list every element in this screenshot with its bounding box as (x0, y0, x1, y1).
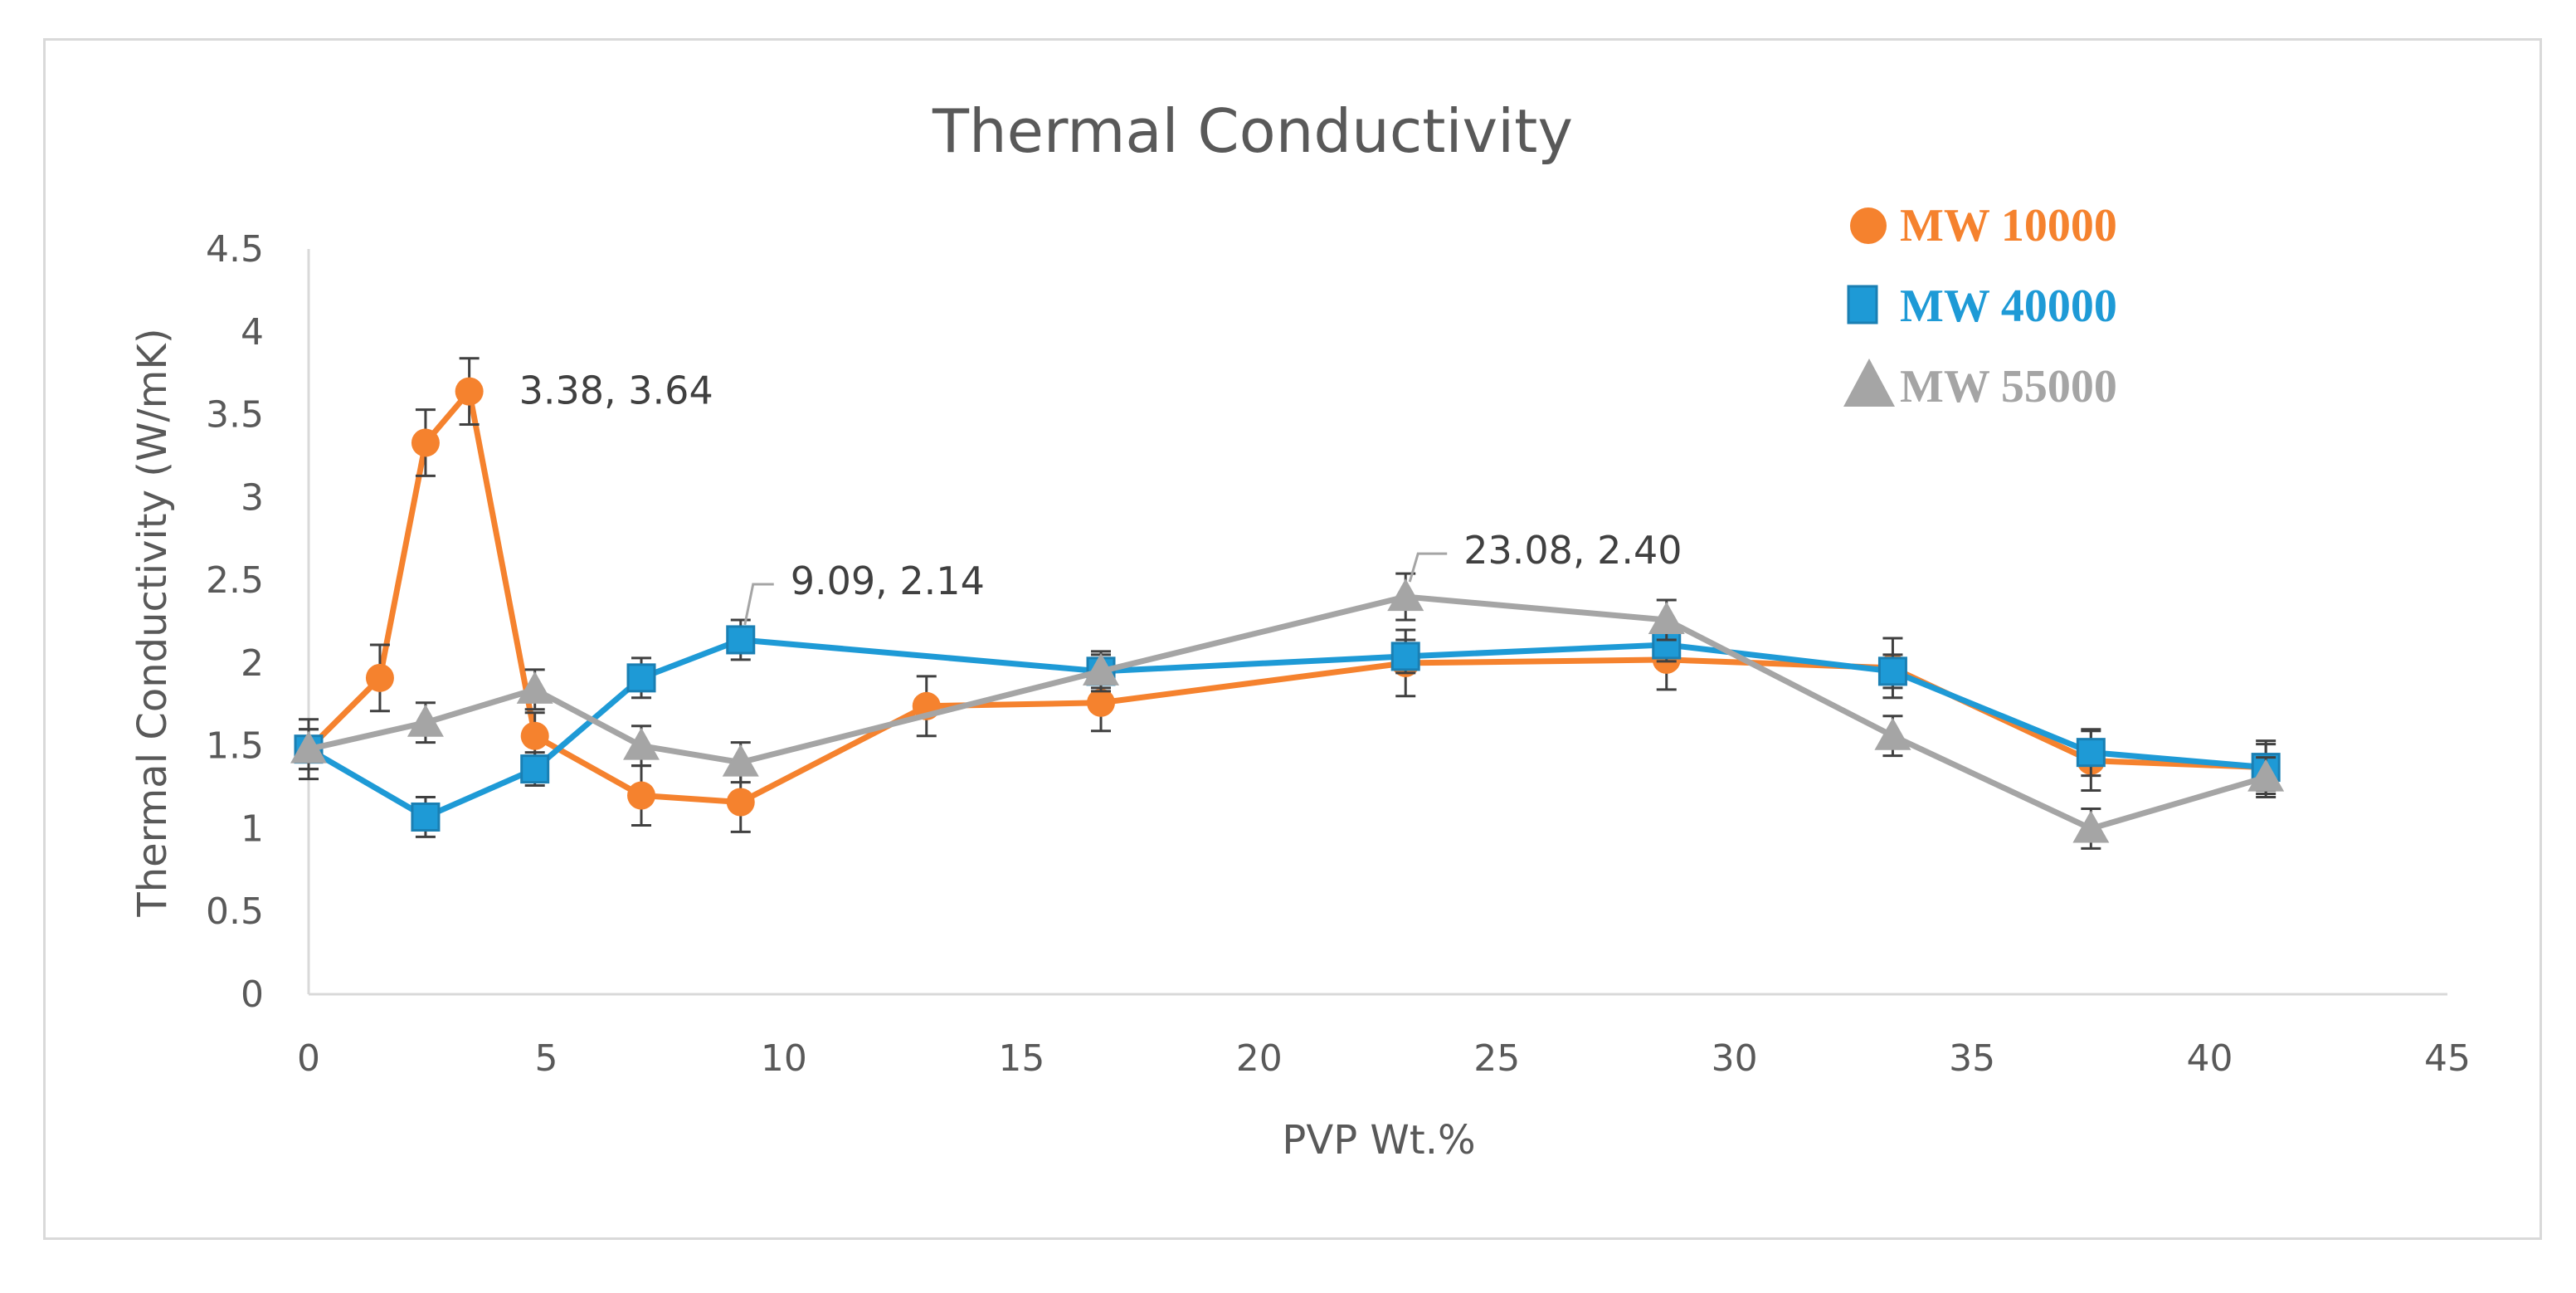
data-point (1652, 630, 1682, 660)
legend-label: MW 55000 (1900, 361, 2117, 412)
data-point (1390, 642, 1420, 671)
data-label-text: 9.09, 2.14 (791, 559, 985, 603)
series-line (306, 388, 2267, 806)
series-mw-40000 (294, 618, 2281, 838)
data-point (411, 428, 440, 457)
legend-item: MW 55000 (1843, 359, 2117, 412)
legend-marker (1843, 359, 1895, 407)
legend-label: MW 10000 (1900, 200, 2117, 251)
legend-marker (1850, 207, 1887, 244)
x-tick-label: 10 (761, 1037, 807, 1080)
data-point (516, 671, 553, 704)
data-point (290, 730, 327, 764)
data-point (1087, 688, 1116, 717)
leader-line (1408, 552, 1448, 583)
leader-line (743, 583, 774, 626)
legend-item: MW 10000 (1850, 200, 2117, 251)
y-tick-label: 4.5 (206, 228, 264, 271)
y-tick-label: 2 (241, 642, 264, 685)
y-tick-label: 3.5 (206, 394, 264, 437)
data-point (2076, 738, 2106, 768)
data-point (626, 663, 656, 693)
axes (307, 249, 2447, 996)
x-tick-label: 20 (1236, 1037, 1283, 1080)
y-axis-label: Thermal Conductivity (W/mK) (129, 328, 176, 917)
data-label-text: 3.38, 3.64 (519, 368, 713, 413)
y-tick-label: 0 (241, 973, 264, 1016)
series-mw-10000 (295, 357, 2281, 833)
x-tick-label: 35 (1949, 1037, 1995, 1080)
x-axis-label: PVP Wt.% (1282, 1117, 1475, 1164)
legend-marker (1847, 285, 1878, 324)
chart-frame (43, 38, 2542, 1240)
x-tick-label: 5 (534, 1037, 558, 1080)
x-tick-label: 30 (1712, 1037, 1758, 1080)
x-tick-label: 45 (2424, 1037, 2471, 1080)
data-point (411, 802, 441, 832)
data-point (623, 727, 660, 760)
y-tick-label: 3 (241, 476, 264, 519)
y-tick-labels: 0 0.5 1 1.5 2 2.5 3 3.5 4 4.5 (206, 228, 264, 1016)
data-point (722, 744, 759, 777)
y-tick-label: 1 (241, 808, 264, 850)
data-point (1387, 578, 1424, 612)
annotations: 3.38, 3.64 9.09, 2.14 23.08, 2.40 (519, 368, 1682, 626)
data-point (2072, 810, 2110, 843)
x-tick-label: 25 (1473, 1037, 1520, 1080)
data-point (1083, 652, 1120, 686)
data-label: 23.08, 2.40 (1408, 528, 1682, 583)
y-tick-label: 2.5 (206, 559, 264, 602)
x-tick-labels: 0 5 10 15 20 25 30 35 40 45 (297, 1037, 2471, 1080)
data-point (520, 721, 549, 750)
data-point (455, 377, 484, 406)
series-line (307, 637, 2267, 820)
chart-title: Thermal Conductivity (932, 96, 1573, 166)
x-tick-label: 0 (297, 1037, 320, 1080)
data-point (726, 788, 755, 817)
data-point (2247, 759, 2285, 792)
data-point (627, 781, 656, 810)
data-point (407, 704, 444, 737)
data-point (1648, 602, 1685, 635)
y-tick-label: 1.5 (206, 725, 264, 768)
data-point (365, 663, 394, 692)
series-layer (290, 357, 2285, 850)
data-point (1874, 717, 1911, 750)
data-point (726, 625, 756, 655)
series-mw-55000 (290, 572, 2285, 850)
y-tick-label: 0.5 (206, 890, 264, 933)
legend-label: MW 40000 (1900, 281, 2117, 332)
y-tick-label: 4 (241, 311, 264, 354)
x-tick-label: 15 (998, 1037, 1045, 1080)
data-point (520, 754, 550, 784)
legend-item: MW 40000 (1847, 281, 2117, 332)
data-label: 9.09, 2.14 (743, 559, 985, 626)
data-label: 3.38, 3.64 (519, 368, 713, 413)
data-label-text: 23.08, 2.40 (1463, 528, 1682, 573)
legend: MW 10000 MW 40000 MW 55000 (1843, 200, 2117, 412)
x-tick-label: 40 (2187, 1037, 2233, 1080)
data-point (1877, 656, 1907, 686)
